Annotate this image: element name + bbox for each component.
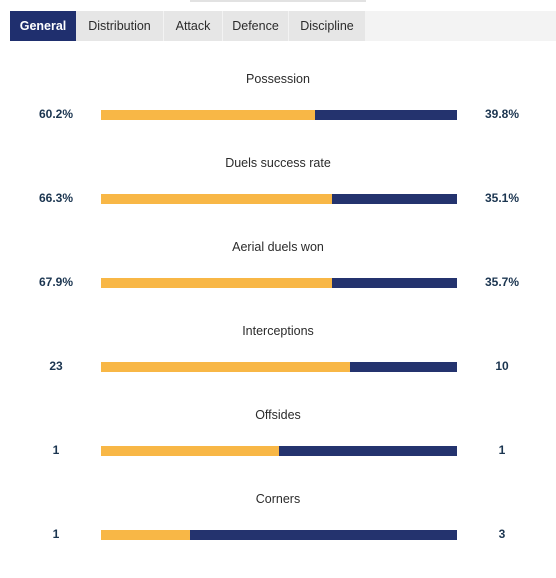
home-value: 1 [52, 527, 60, 541]
stat-title: Interceptions [242, 324, 314, 338]
stat-title: Offsides [255, 408, 301, 422]
away-value: 10 [495, 359, 509, 373]
away-value: 35.7% [484, 275, 520, 289]
stat-bar [101, 278, 457, 288]
tab-general[interactable]: General [10, 11, 76, 41]
stat-bar [101, 362, 457, 372]
stat-title: Aerial duels won [232, 240, 324, 254]
stat-title: Possession [246, 72, 310, 86]
away-value: 39.8% [484, 107, 520, 121]
stat-bar [101, 446, 457, 456]
top-divider [190, 0, 366, 2]
home-bar-fill [101, 362, 351, 372]
tab-distribution[interactable]: Distribution [76, 11, 163, 41]
stat-bar [101, 194, 457, 204]
tab-discipline[interactable]: Discipline [289, 11, 365, 41]
stat-title: Corners [255, 492, 301, 506]
stat-bar [101, 110, 457, 120]
tab-defence[interactable]: Defence [223, 11, 288, 41]
away-value: 3 [498, 527, 506, 541]
tab-attack[interactable]: Attack [164, 11, 222, 41]
home-value: 67.9% [38, 275, 74, 289]
home-bar-fill [101, 446, 279, 456]
home-bar-fill [101, 110, 315, 120]
home-bar-fill [101, 530, 190, 540]
away-value: 35.1% [484, 191, 520, 205]
home-bar-fill [101, 278, 333, 288]
home-bar-fill [101, 194, 333, 204]
home-value: 66.3% [38, 191, 74, 205]
away-value: 1 [498, 443, 506, 457]
stat-title: Duels success rate [225, 156, 331, 170]
home-value: 1 [52, 443, 60, 457]
stats-tab-bar: General Distribution Attack Defence Disc… [10, 11, 556, 41]
home-value: 23 [49, 359, 63, 373]
home-value: 60.2% [38, 107, 74, 121]
stat-bar [101, 530, 457, 540]
